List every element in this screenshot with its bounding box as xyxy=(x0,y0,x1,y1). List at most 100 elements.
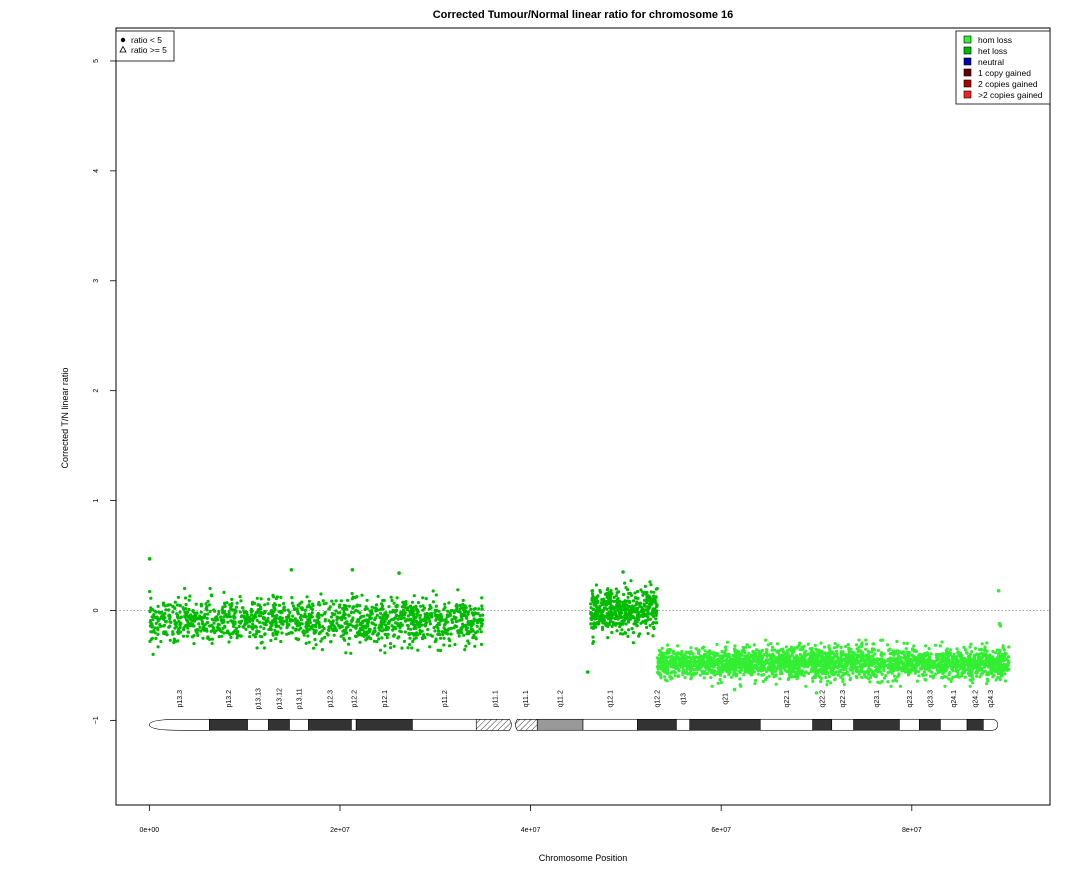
data-point xyxy=(408,642,412,647)
data-point xyxy=(1003,672,1007,676)
data-point xyxy=(631,631,636,635)
data-point xyxy=(754,651,758,655)
data-point xyxy=(253,601,257,605)
data-point xyxy=(867,677,871,681)
data-point xyxy=(594,605,599,609)
data-point xyxy=(378,648,383,652)
data-point xyxy=(256,603,260,607)
data-point xyxy=(924,661,928,665)
data-point xyxy=(416,648,420,652)
data-point xyxy=(481,618,485,622)
data-point xyxy=(288,617,292,622)
data-point xyxy=(809,654,813,658)
data-point xyxy=(181,606,185,610)
data-point xyxy=(373,626,377,631)
data-point xyxy=(383,651,387,655)
data-point xyxy=(371,631,375,636)
data-point xyxy=(226,620,230,624)
data-point xyxy=(337,605,341,609)
data-point xyxy=(895,639,899,644)
data-point xyxy=(447,627,451,631)
data-point xyxy=(199,629,203,633)
data-point xyxy=(452,611,456,615)
data-point xyxy=(928,669,932,673)
ideogram-band-shape xyxy=(812,718,833,731)
data-point xyxy=(347,636,351,641)
data-point xyxy=(222,615,226,619)
data-point xyxy=(781,658,785,662)
data-point xyxy=(244,617,248,621)
data-point xyxy=(861,664,865,668)
data-point xyxy=(994,678,998,682)
ideogram-band-shape xyxy=(475,718,512,731)
data-point xyxy=(868,680,872,684)
data-point xyxy=(676,667,680,671)
data-point xyxy=(835,652,839,656)
data-point xyxy=(648,617,653,621)
data-point xyxy=(259,597,263,601)
data-point xyxy=(313,637,317,642)
data-point xyxy=(974,663,978,667)
data-point xyxy=(207,603,211,607)
data-point xyxy=(928,674,933,678)
data-point xyxy=(897,659,901,663)
data-point xyxy=(851,658,855,662)
data-point xyxy=(682,668,686,672)
data-point xyxy=(213,609,217,613)
data-point xyxy=(384,617,388,621)
ideogram-band: q11.1 xyxy=(515,690,538,731)
ideogram-band: p13.13 xyxy=(247,688,269,731)
data-point xyxy=(312,646,316,650)
data-point xyxy=(685,666,690,670)
data-point xyxy=(826,652,831,657)
data-point xyxy=(634,610,638,614)
data-point xyxy=(274,616,278,620)
data-point xyxy=(753,678,758,683)
ideogram-band-label: q11.1 xyxy=(523,690,530,707)
data-point xyxy=(403,630,407,634)
data-point xyxy=(754,664,758,668)
data-point xyxy=(203,623,207,627)
data-point xyxy=(842,671,846,676)
data-point xyxy=(209,593,214,597)
data-point xyxy=(472,607,476,611)
data-point xyxy=(795,655,799,659)
data-point xyxy=(942,664,946,668)
data-point xyxy=(991,658,995,662)
y-tick-label: −1 xyxy=(93,716,100,724)
data-point xyxy=(251,627,255,631)
x-axis-label: Chromosome Position xyxy=(539,853,628,863)
data-point xyxy=(762,662,766,666)
ideogram-band: p13.3 xyxy=(149,690,210,731)
data-point xyxy=(657,661,661,665)
ideogram-band-label: q22.1 xyxy=(784,690,791,708)
data-point xyxy=(906,671,910,675)
data-point xyxy=(234,605,238,609)
data-point xyxy=(855,658,859,662)
data-point xyxy=(975,671,979,675)
data-point xyxy=(681,670,685,674)
state-legend-box xyxy=(955,30,1051,105)
data-point xyxy=(636,615,640,619)
data-point xyxy=(325,632,329,636)
data-point xyxy=(644,592,648,596)
data-point xyxy=(434,618,438,622)
data-point xyxy=(205,616,209,621)
data-point xyxy=(815,654,820,658)
data-point xyxy=(405,607,410,611)
data-point xyxy=(690,664,694,668)
data-point xyxy=(162,623,166,627)
data-point xyxy=(960,674,964,678)
data-point xyxy=(892,674,897,678)
data-point xyxy=(329,615,333,619)
data-point xyxy=(649,583,653,587)
data-point xyxy=(779,665,783,670)
ideogram-band-label: q12.2 xyxy=(654,690,661,708)
data-point xyxy=(287,623,291,627)
data-point xyxy=(738,683,742,687)
data-point xyxy=(792,667,796,671)
data-point xyxy=(160,610,164,614)
data-point xyxy=(663,675,667,679)
data-point xyxy=(646,631,650,636)
